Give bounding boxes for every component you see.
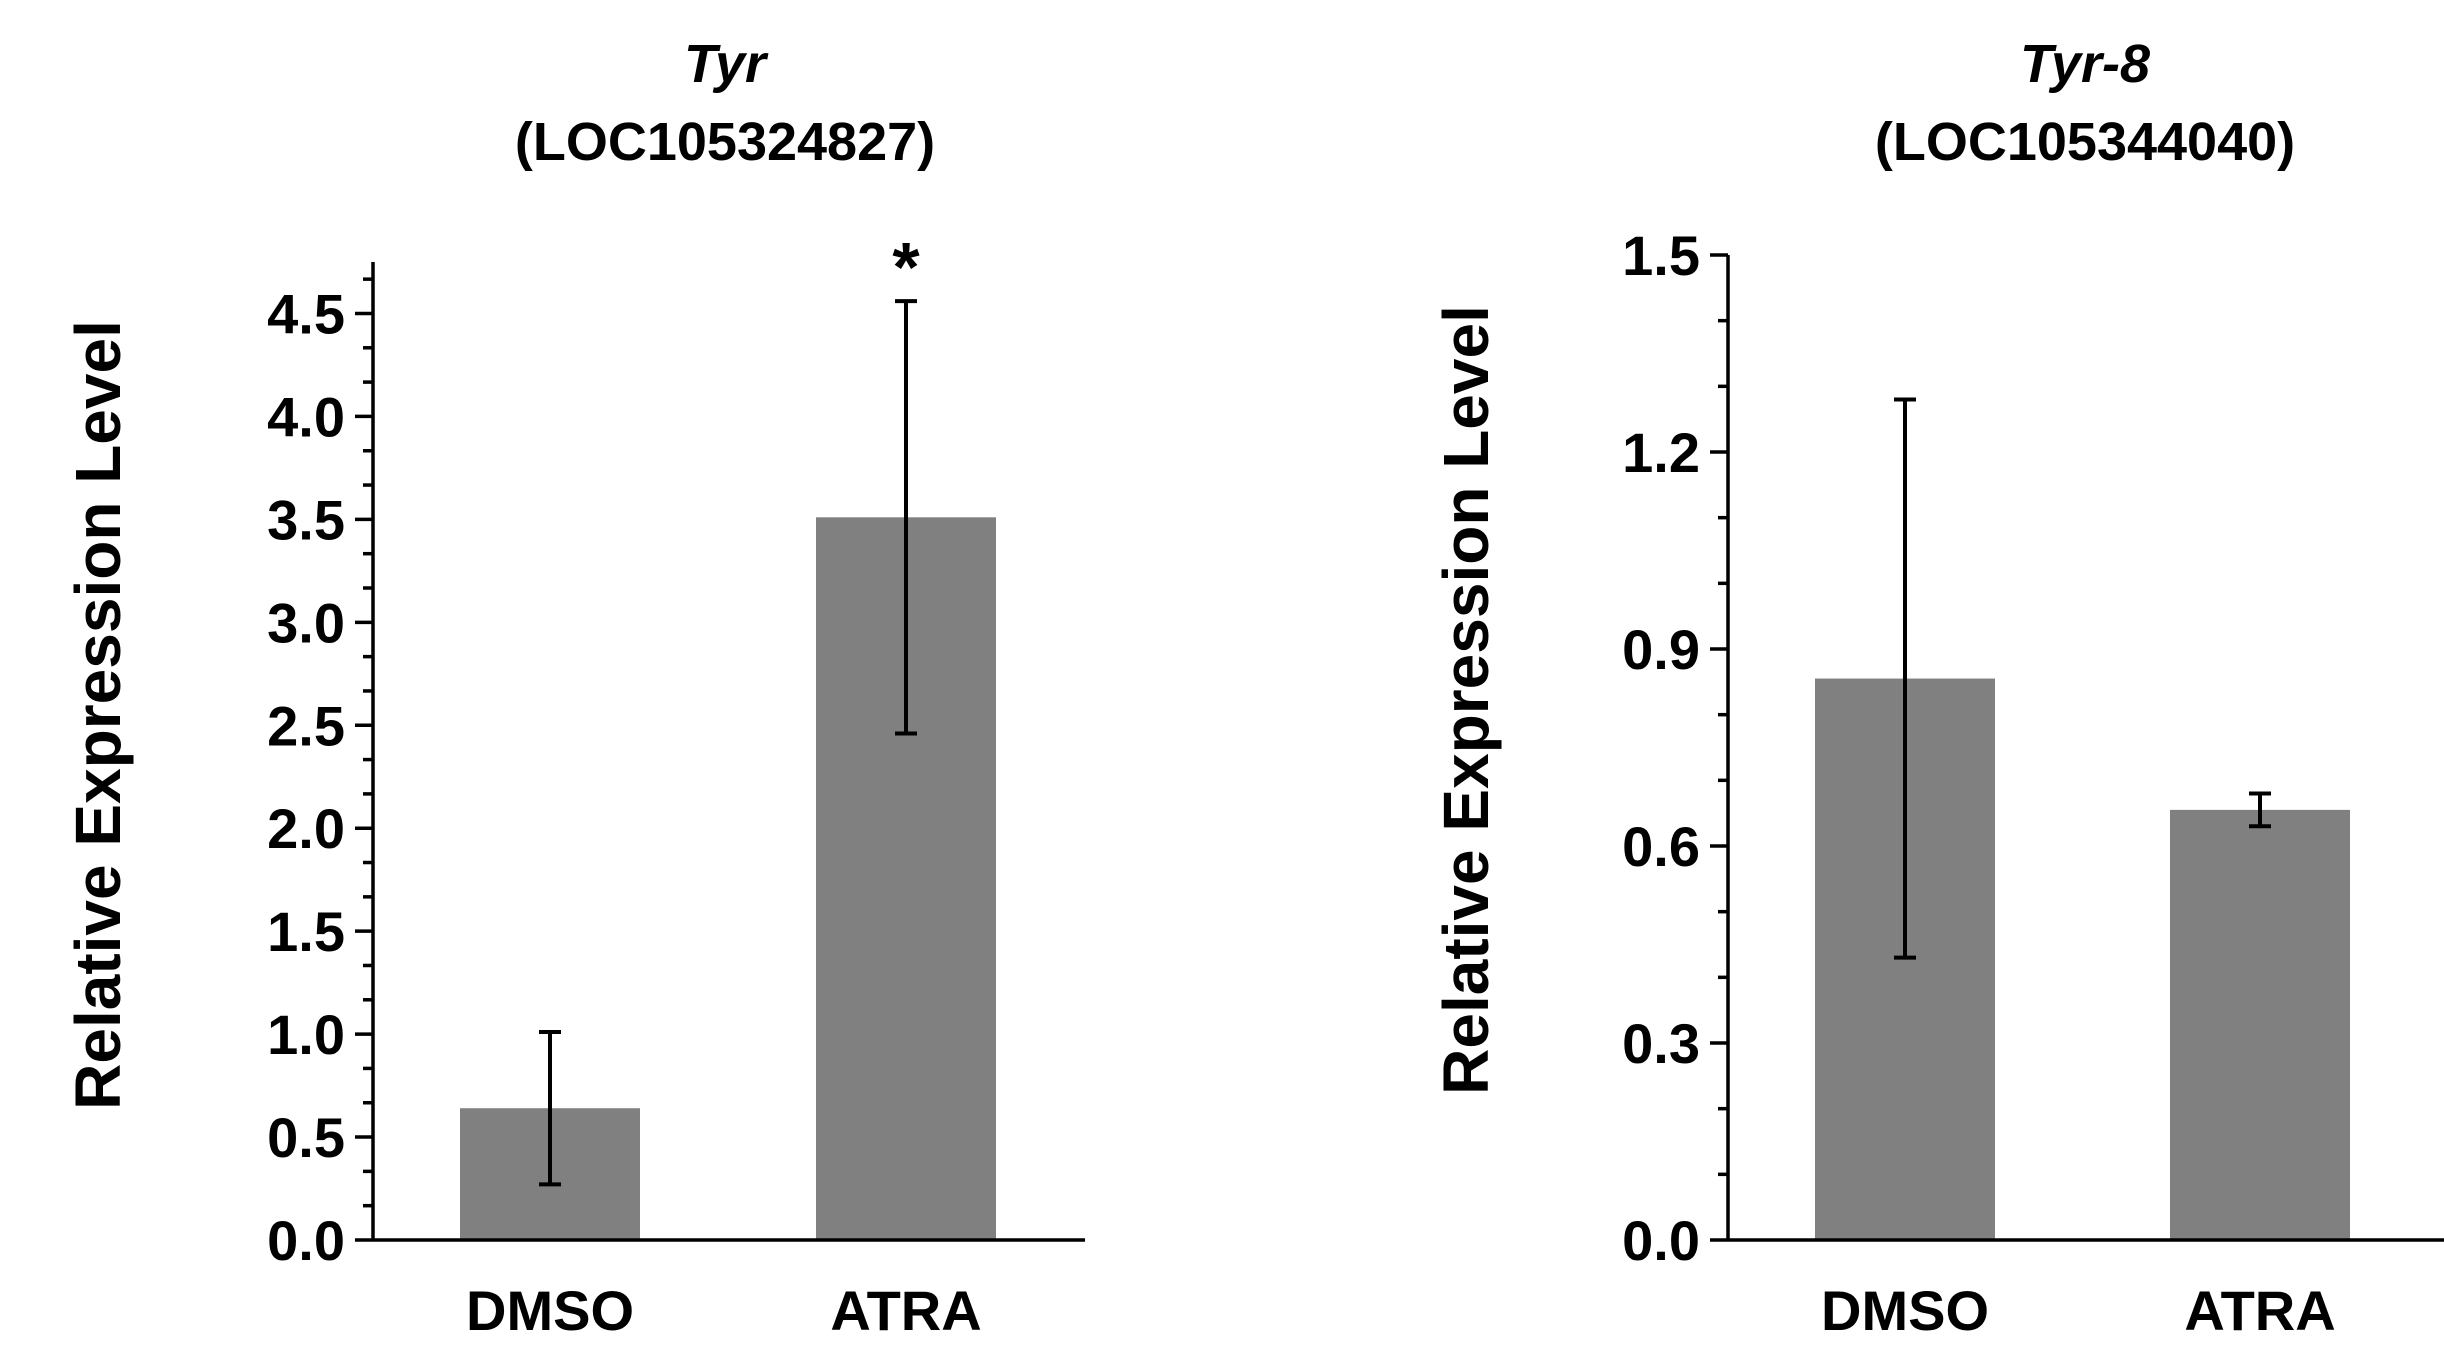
error-bars — [1894, 397, 2271, 960]
chart-tyr-8: Tyr-8 (LOC105344040) Relative Expression… — [1430, 34, 2444, 1342]
y-tick-label: 3.0 — [267, 591, 345, 654]
bar-atra — [2170, 809, 2350, 1240]
y-tick-label: 2.5 — [267, 694, 345, 757]
bars — [460, 517, 996, 1240]
y-tick-label: 1.2 — [1622, 421, 1700, 484]
x-tick-label-atra: ATRA — [2184, 1279, 2335, 1342]
y-tick-label: 0.0 — [267, 1209, 345, 1272]
error-bar-atra — [895, 299, 917, 736]
significance-markers: * — [892, 228, 920, 306]
error-bar-atra — [2249, 791, 2271, 829]
chart-title-locus: (LOC105324827) — [515, 112, 935, 172]
x-tick-label-dmso: DMSO — [466, 1279, 634, 1342]
y-axis-label: Relative Expression Level — [1430, 305, 1502, 1095]
x-tick-label-dmso: DMSO — [1821, 1279, 1989, 1342]
y-tick-label: 3.5 — [267, 488, 345, 551]
chart-tyr: Tyr (LOC105324827) Relative Expression L… — [62, 34, 1085, 1342]
y-tick-label: 0.5 — [267, 1106, 345, 1169]
y-tick-label: 1.5 — [1622, 224, 1700, 287]
y-tick-label: 0.9 — [1622, 618, 1700, 681]
y-tick-label: 1.0 — [267, 1003, 345, 1066]
y-tick-label: 4.5 — [267, 282, 345, 345]
error-bar-dmso — [539, 1030, 561, 1187]
significance-asterisk: * — [892, 228, 920, 306]
x-tick-labels: DMSO ATRA — [466, 1279, 982, 1342]
chart-title-gene: Tyr-8 — [2020, 34, 2150, 94]
y-tick-label: 2.0 — [267, 797, 345, 860]
chart-title-locus: (LOC105344040) — [1875, 112, 2295, 172]
x-tick-labels: DMSO ATRA — [1821, 1279, 2336, 1342]
y-tick-label: 0.6 — [1622, 815, 1700, 878]
error-bars — [539, 299, 917, 1187]
x-tick-label-atra: ATRA — [830, 1279, 981, 1342]
y-tick-label: 4.0 — [267, 385, 345, 448]
y-tick-label: 1.5 — [267, 900, 345, 963]
chart-title-gene: Tyr — [684, 34, 769, 94]
y-tick-label: 0.3 — [1622, 1012, 1700, 1075]
y-tick-label: 0.0 — [1622, 1209, 1700, 1272]
error-bar-dmso — [1894, 397, 1916, 960]
y-axis-label: Relative Expression Level — [62, 320, 134, 1110]
y-axis-ticks: 0.0 0.3 0.6 0.9 1.2 1.5 — [1622, 224, 1728, 1272]
y-axis-ticks: 0.0 0.5 1.0 1.5 2.0 2.5 3.0 3.5 4.0 4.5 — [267, 277, 373, 1272]
